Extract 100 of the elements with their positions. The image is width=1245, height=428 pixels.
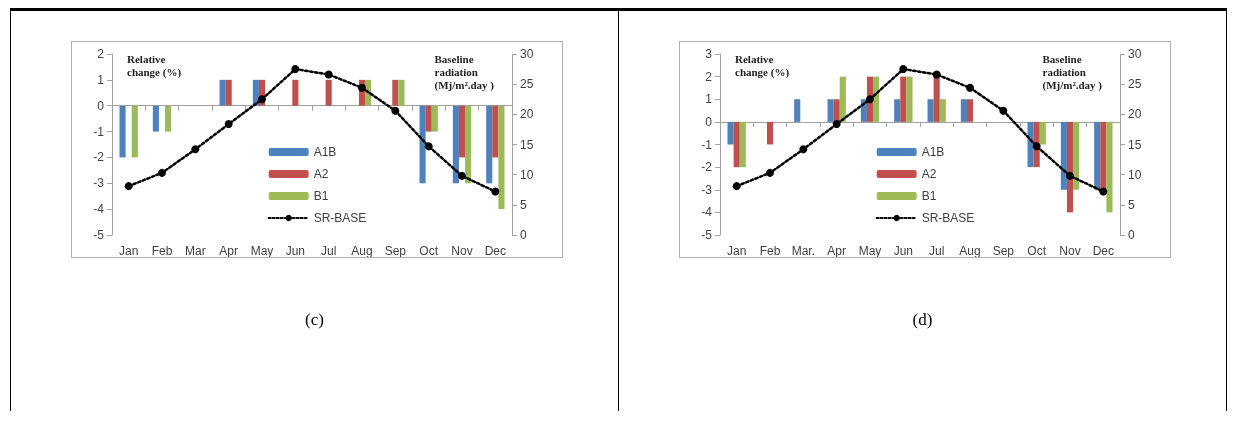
bar <box>927 99 934 122</box>
point <box>799 145 808 154</box>
text: (c) <box>304 310 325 330</box>
point <box>1099 187 1108 196</box>
x-tick-label: Apr <box>219 244 239 258</box>
point <box>832 119 841 128</box>
x-tick-label: Apr <box>827 244 847 258</box>
y2-tick-label: 0 <box>520 228 527 242</box>
point <box>732 182 741 191</box>
bar <box>966 99 974 122</box>
x-tick-label: Jan <box>726 244 747 258</box>
x-tick-label: Mar. <box>791 244 816 258</box>
x-tick-label: Jul <box>928 244 945 258</box>
point <box>491 187 500 196</box>
point <box>291 65 300 74</box>
x-tick-label: May <box>858 244 882 258</box>
bar <box>733 121 740 168</box>
y-tick-label: -4 <box>701 205 713 220</box>
y2-tick-label: 15 <box>520 137 534 152</box>
y-tick-label: 2 <box>705 69 713 84</box>
bar <box>1100 121 1107 190</box>
point <box>358 83 366 92</box>
y2-tick-label: 0 <box>1128 228 1135 242</box>
bar <box>1094 121 1101 190</box>
x-tick-label: Feb <box>151 244 173 258</box>
y-tick-label: -2 <box>701 160 713 175</box>
bar <box>1066 121 1074 213</box>
x-tick-label: Nov <box>1059 244 1081 258</box>
y-tick-label: -2 <box>93 150 105 165</box>
bar <box>839 76 846 122</box>
bar <box>827 99 834 122</box>
bar <box>727 121 734 145</box>
point <box>766 168 774 177</box>
point <box>158 168 166 177</box>
y-tick-label: -3 <box>701 182 713 197</box>
x-tick-label: Aug <box>351 244 373 258</box>
y-tick-label: 0 <box>705 114 713 129</box>
bar <box>933 76 940 122</box>
y2-tick-label: 20 <box>520 107 534 122</box>
y2-tick-label: 20 <box>1128 107 1142 122</box>
point <box>424 142 433 151</box>
y2-tick-label: 30 <box>520 47 534 61</box>
bar <box>960 99 967 122</box>
bar <box>1106 121 1113 213</box>
x-tick-label: Sep <box>384 244 407 258</box>
y-axis-title: Relative change (%) <box>127 52 182 79</box>
x-tick-label: Aug <box>959 244 981 258</box>
point <box>391 106 400 115</box>
text: (d) <box>911 310 934 330</box>
bar <box>833 99 840 122</box>
y2-tick-label: 25 <box>520 77 534 92</box>
legend-label: A2 <box>313 167 329 181</box>
y-tick-label: 3 <box>705 47 713 61</box>
legend-label: SR-BASE <box>313 211 367 225</box>
x-tick-label: Sep <box>992 244 1015 258</box>
y2-tick-label: 10 <box>520 167 534 182</box>
point <box>224 119 233 128</box>
x-tick-label: Mar <box>185 244 206 258</box>
point <box>324 70 333 79</box>
bar <box>1060 121 1067 190</box>
x-tick-label: Feb <box>759 244 781 258</box>
x-tick-label: Oct <box>419 244 439 258</box>
y-tick-label: 0 <box>97 98 105 113</box>
point <box>124 182 133 191</box>
x-tick-label: Jun <box>893 244 914 258</box>
bar <box>766 121 774 145</box>
bar <box>739 121 746 168</box>
y2-axis-title: Baseline radiation (Mj/m².day ) <box>434 52 495 92</box>
y-tick-label: -3 <box>93 176 105 191</box>
y-tick-label: 2 <box>97 47 105 61</box>
y-axis-title: Relative change (%) <box>735 52 790 79</box>
bar <box>794 99 801 122</box>
y-tick-label: -4 <box>93 202 105 217</box>
point <box>899 65 908 74</box>
bar <box>900 76 907 122</box>
y2-tick-label: 30 <box>1128 47 1142 61</box>
y-tick-label: 1 <box>705 92 713 107</box>
point <box>932 70 941 79</box>
bar <box>1073 121 1080 190</box>
bar <box>873 76 880 122</box>
x-tick-label: Nov <box>451 244 473 258</box>
point <box>966 83 974 92</box>
y2-tick-label: 15 <box>1128 137 1142 152</box>
legend-label: SR-BASE <box>921 211 975 225</box>
y-tick-label: -5 <box>93 228 105 242</box>
point <box>999 106 1008 115</box>
y2-tick-label: 10 <box>1128 167 1142 182</box>
legend-label: B1 <box>921 189 937 203</box>
legend-label: A1B <box>921 145 945 159</box>
point <box>458 171 466 180</box>
y2-tick-label: 25 <box>1128 77 1142 92</box>
point <box>1032 142 1041 151</box>
y-tick-label: -1 <box>701 137 713 152</box>
y-tick-label: -1 <box>93 124 105 139</box>
legend-label: B1 <box>313 189 329 203</box>
y2-tick-label: 5 <box>520 197 527 212</box>
legend-label: A1B <box>313 145 337 159</box>
point <box>258 95 266 104</box>
x-tick-label: Jul <box>320 244 337 258</box>
x-tick-label: Oct <box>1027 244 1047 258</box>
